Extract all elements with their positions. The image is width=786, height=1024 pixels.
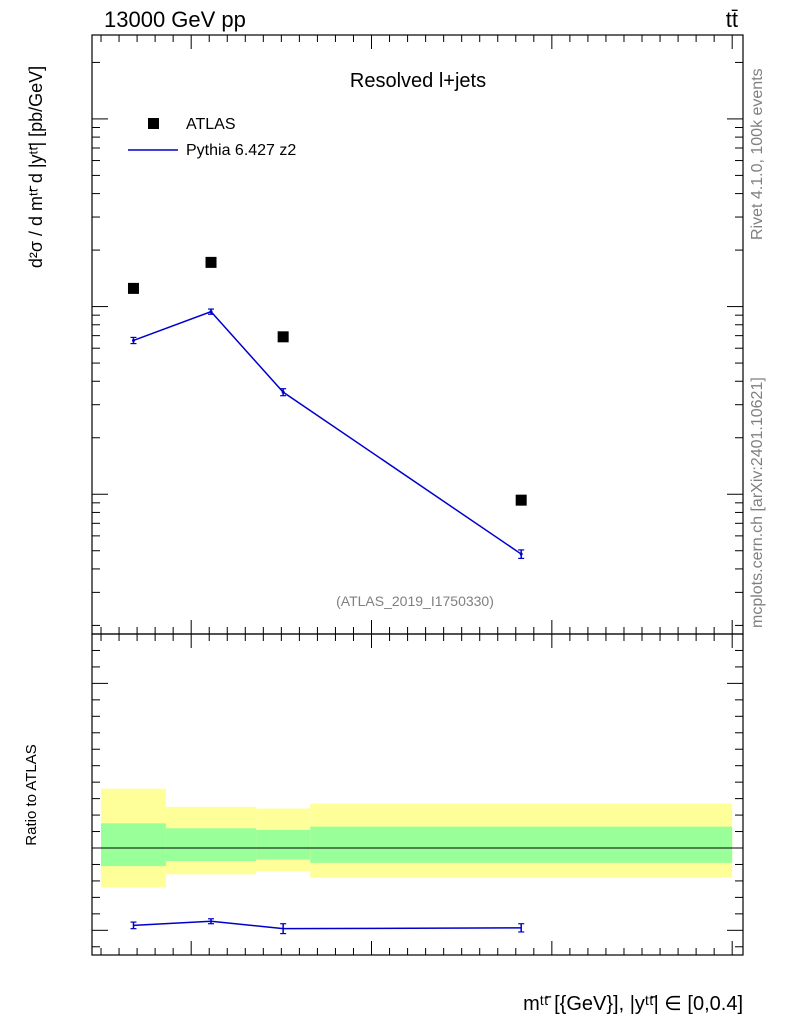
rivet-version-label: Rivet 4.1.0, 100k events — [749, 68, 766, 240]
mc-series-line — [133, 310, 522, 555]
mc-point-1 — [209, 310, 213, 314]
energy-label: 13000 GeV pp — [104, 7, 246, 32]
ratio-band-inner-1 — [165, 828, 257, 862]
legend: ATLAS Pythia 6.427 z2 — [128, 116, 296, 159]
main-y-axis-label: d²σ / d mᵗᵗ̄ d |yᵗᵗ̄| [pb/GeV] — [26, 66, 46, 268]
legend-pythia-label: Pythia 6.427 z2 — [186, 142, 296, 159]
data-point-0 — [127, 282, 139, 294]
legend-atlas-marker — [148, 118, 159, 129]
ratio-band-inner-0 — [101, 823, 166, 867]
process-label: tt̄ — [726, 7, 738, 32]
data-point-1 — [205, 256, 217, 268]
ratio-band-inner-3 — [310, 826, 733, 863]
ratio-y-axis-label: Ratio to ATLAS — [23, 744, 40, 845]
mc-point-3 — [519, 552, 523, 556]
ratio-series-line — [133, 920, 522, 930]
mc-point-2 — [281, 390, 285, 394]
ratio-panel — [91, 633, 744, 956]
ratio-frame — [91, 633, 744, 956]
ratio-band-inner-2 — [256, 829, 311, 860]
mc-point-0 — [131, 338, 135, 342]
data-point-3 — [515, 494, 527, 506]
legend-atlas-label: ATLAS — [186, 116, 236, 133]
data-point-2 — [277, 331, 289, 343]
mcplots-label: mcplots.cern.ch [arXiv:2401.10621] — [749, 377, 766, 628]
analysis-id-label: (ATLAS_2019_I1750330) — [336, 593, 494, 609]
x-axis-label: mᵗᵗ̄ [{GeV}], |yᵗᵗ̄| ∈ [0,0.4] — [523, 993, 743, 1015]
chart-title: Resolved l+jets — [350, 70, 486, 92]
